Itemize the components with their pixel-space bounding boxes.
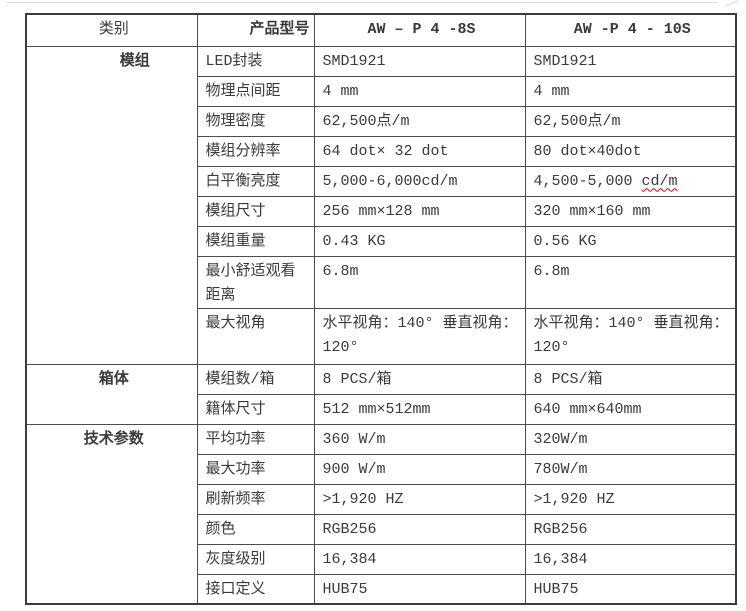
spec-value-b: 80 dot×40dot	[524, 135, 737, 167]
spec-value-b-spellcheck-text: cd/m	[641, 172, 678, 190]
table-row: 物理密度 62,500点/m 62,500点/m	[26, 105, 737, 137]
table-row: 模组分辨率 64 dot× 32 dot 80 dot×40dot	[26, 135, 737, 167]
spec-value-b: 水平视角：140° 垂直视角： 120°	[524, 307, 737, 365]
spec-value-a: 256 mm×128 mm	[313, 195, 526, 227]
spec-value-b: 4 mm	[524, 75, 737, 107]
section-cell-module: 模组	[25, 45, 198, 365]
spec-value-a: 水平视角：140° 垂直视角： 120°	[313, 307, 526, 365]
table-row: 箱体 模组数/箱 8 PCS/箱 8 PCS/箱	[25, 363, 737, 425]
spec-value-a: 512 mm×512mm	[313, 393, 526, 425]
section-cell-technical: 技术参数	[25, 423, 198, 605]
header-model-b: AW -P 4 - 10S	[524, 13, 737, 47]
header-product-model: 产品型号	[196, 13, 315, 47]
spec-value-a: 4 mm	[313, 75, 526, 107]
spec-value-b: 0.56 KG	[524, 225, 737, 257]
spec-label: 刷新频率	[196, 483, 315, 515]
spec-value-a: HUB75	[313, 573, 526, 605]
spec-label: 白平衡亮度	[196, 165, 315, 197]
spec-label: 平均功率	[196, 423, 315, 455]
spec-label: 籍体尺寸	[196, 393, 315, 425]
page-top-artifact-line	[6, 2, 718, 3]
spec-value-b: HUB75	[524, 573, 737, 605]
spec-value-a: 8 PCS/箱	[313, 363, 526, 395]
spec-value-a: 64 dot× 32 dot	[313, 135, 526, 167]
table-row: 物理点间距 4 mm 4 mm	[26, 75, 737, 107]
table-row: 籍体尺寸 512 mm×512mm 640 mm×640mm	[26, 393, 737, 425]
spec-value-b: 6.8m	[524, 255, 737, 309]
spec-label: 模组分辨率	[196, 135, 315, 167]
spec-label: 物理点间距	[196, 75, 315, 107]
spec-table: 类别 产品型号 AW – P 4 -8S AW -P 4 - 10S 模组 LE…	[25, 13, 737, 605]
spec-label: 物理密度	[196, 105, 315, 137]
header-model-a: AW – P 4 -8S	[313, 13, 526, 47]
spec-value-b: 8 PCS/箱	[524, 363, 737, 395]
page-top-artifact-tick	[724, 0, 739, 7]
spec-label: 灰度级别	[196, 543, 315, 575]
table-row: 模组重量 0.43 KG 0.56 KG	[26, 225, 737, 257]
spec-label: 模组重量	[196, 225, 315, 257]
table-row: 模组 LED封装 SMD1921 SMD1921	[25, 45, 737, 365]
header-category: 类别	[25, 13, 198, 47]
spec-value-a: 900 W/m	[313, 453, 526, 485]
spec-value-b: 320 mm×160 mm	[524, 195, 737, 227]
spec-value-b: SMD1921	[524, 45, 737, 77]
spec-value-b: 320W/m	[524, 423, 737, 455]
spec-value-a: SMD1921	[313, 45, 526, 77]
table-row: 颜色 RGB256 RGB256	[26, 513, 737, 545]
spec-value-a: 6.8m	[313, 255, 526, 309]
spec-value-a: RGB256	[313, 513, 526, 545]
spec-label: 最大功率	[196, 453, 315, 485]
spec-value-b: 62,500点/m	[524, 105, 737, 137]
spec-value-b: 16,384	[524, 543, 737, 575]
table-row: 最小舒适观看距离 6.8m 6.8m	[26, 255, 737, 309]
spec-value-a: 5,000-6,000cd/m	[313, 165, 526, 197]
spec-label: 最小舒适观看距离	[196, 255, 315, 309]
spec-label: 模组数/箱	[196, 363, 315, 395]
spec-label: LED封装	[196, 45, 315, 77]
spec-label: 颜色	[196, 513, 315, 545]
spec-value-b: 640 mm×640mm	[524, 393, 737, 425]
spec-label: 最大视角	[196, 307, 315, 365]
spec-value-a: 360 W/m	[313, 423, 526, 455]
spec-label: 模组尺寸	[196, 195, 315, 227]
spec-value-a: >1,920 HZ	[313, 483, 526, 515]
spec-value-b-text: 4,500-5,000	[533, 172, 642, 190]
spec-value-a: 16,384	[313, 543, 526, 575]
table-row: 灰度级别 16,384 16,384	[26, 543, 737, 575]
table-row: 最大视角 水平视角：140° 垂直视角： 120° 水平视角：140° 垂直视角…	[26, 307, 737, 365]
table-row: 技术参数 平均功率 360 W/m 320W/m	[25, 423, 737, 605]
spec-value-b: 4,500-5,000 cd/m	[524, 165, 737, 197]
table-row: 白平衡亮度 5,000-6,000cd/m 4,500-5,000 cd/m	[26, 165, 737, 197]
table-row: 接口定义 HUB75 HUB75	[26, 573, 737, 605]
spec-value-b: RGB256	[524, 513, 737, 545]
section-cell-cabinet: 箱体	[25, 363, 198, 425]
spec-value-b: >1,920 HZ	[524, 483, 737, 515]
table-header-row: 类别 产品型号 AW – P 4 -8S AW -P 4 - 10S	[25, 13, 737, 47]
spec-value-a: 62,500点/m	[313, 105, 526, 137]
spec-value-b: 780W/m	[524, 453, 737, 485]
spec-label: 接口定义	[196, 573, 315, 605]
spec-value-a: 0.43 KG	[313, 225, 526, 257]
